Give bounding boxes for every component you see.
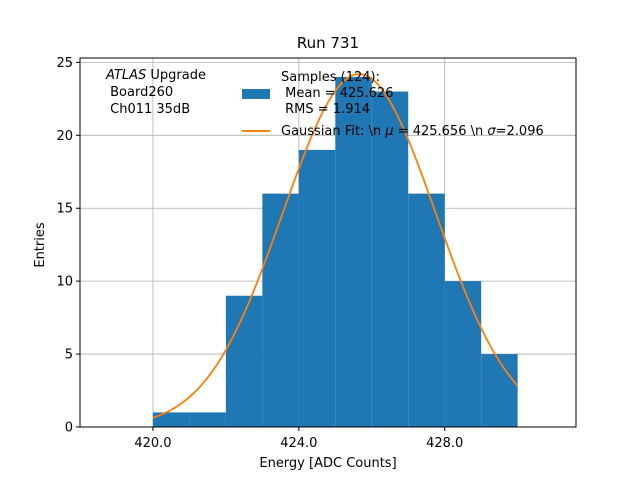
histogram-bar: [335, 76, 372, 427]
legend-fit-mid: = 425.656 \n: [394, 124, 488, 139]
chart-title: Run 731: [297, 34, 359, 52]
histogram-bar: [152, 412, 190, 427]
y-tick-label: 0: [65, 421, 73, 436]
annotation-box: ATLAS Upgrade Board260 Ch011 35dB: [105, 68, 206, 117]
legend-hist-swatch: [242, 89, 270, 99]
histogram-bars: [152, 76, 518, 427]
legend-fit-mu: μ: [384, 124, 393, 139]
y-axis-label: Entries: [33, 222, 48, 268]
legend-hist-line-2: Mean = 425.626: [281, 86, 393, 101]
fit-line-group: [152, 73, 519, 419]
y-tick-label: 10: [56, 275, 73, 290]
histogram-bar: [298, 149, 336, 427]
y-tick-label: 5: [65, 348, 73, 363]
x-tick-label: 428.0: [426, 436, 463, 451]
annotation-line-3: Ch011 35dB: [106, 102, 190, 117]
annotation-atlas: ATLAS: [105, 68, 146, 83]
histogram-bar: [408, 193, 445, 427]
legend-fit-label: Gaussian Fit: \n μ = 425.656 \n σ=2.096: [281, 124, 544, 139]
legend-fit-post: =2.096: [496, 124, 544, 139]
annotation-line-1: ATLAS Upgrade: [105, 68, 206, 83]
legend: Samples (124): Mean = 425.626 RMS = 1.91…: [242, 70, 544, 139]
legend-hist-line-1: Samples (124):: [281, 70, 380, 85]
annotation-upgrade: Upgrade: [146, 68, 206, 83]
annotation-line-2: Board260: [106, 85, 173, 100]
x-axis-label: Energy [ADC Counts]: [259, 456, 396, 471]
histogram-bar: [444, 281, 482, 427]
y-tick-label: 25: [56, 56, 73, 71]
histogram-bar: [481, 354, 518, 427]
x-tick-label: 420.0: [134, 436, 171, 451]
legend-fit-sigma: σ: [487, 124, 496, 139]
y-tick-label: 20: [56, 129, 73, 144]
histogram-bar: [371, 91, 409, 427]
y-ticks: 0 5 10 15 20 25: [56, 56, 80, 436]
histogram-bar: [262, 193, 299, 427]
legend-fit-pre: Gaussian Fit: \n: [281, 124, 385, 139]
gaussian-fit-line: [152, 73, 519, 419]
x-ticks: 420.0 424.0 428.0: [134, 427, 463, 451]
plot-frame: [79, 57, 577, 428]
histogram-bar: [225, 295, 263, 427]
histogram-bar: [189, 412, 226, 427]
x-tick-label: 424.0: [280, 436, 317, 451]
y-tick-label: 15: [56, 202, 73, 217]
legend-hist-line-3: RMS = 1.914: [281, 102, 370, 117]
